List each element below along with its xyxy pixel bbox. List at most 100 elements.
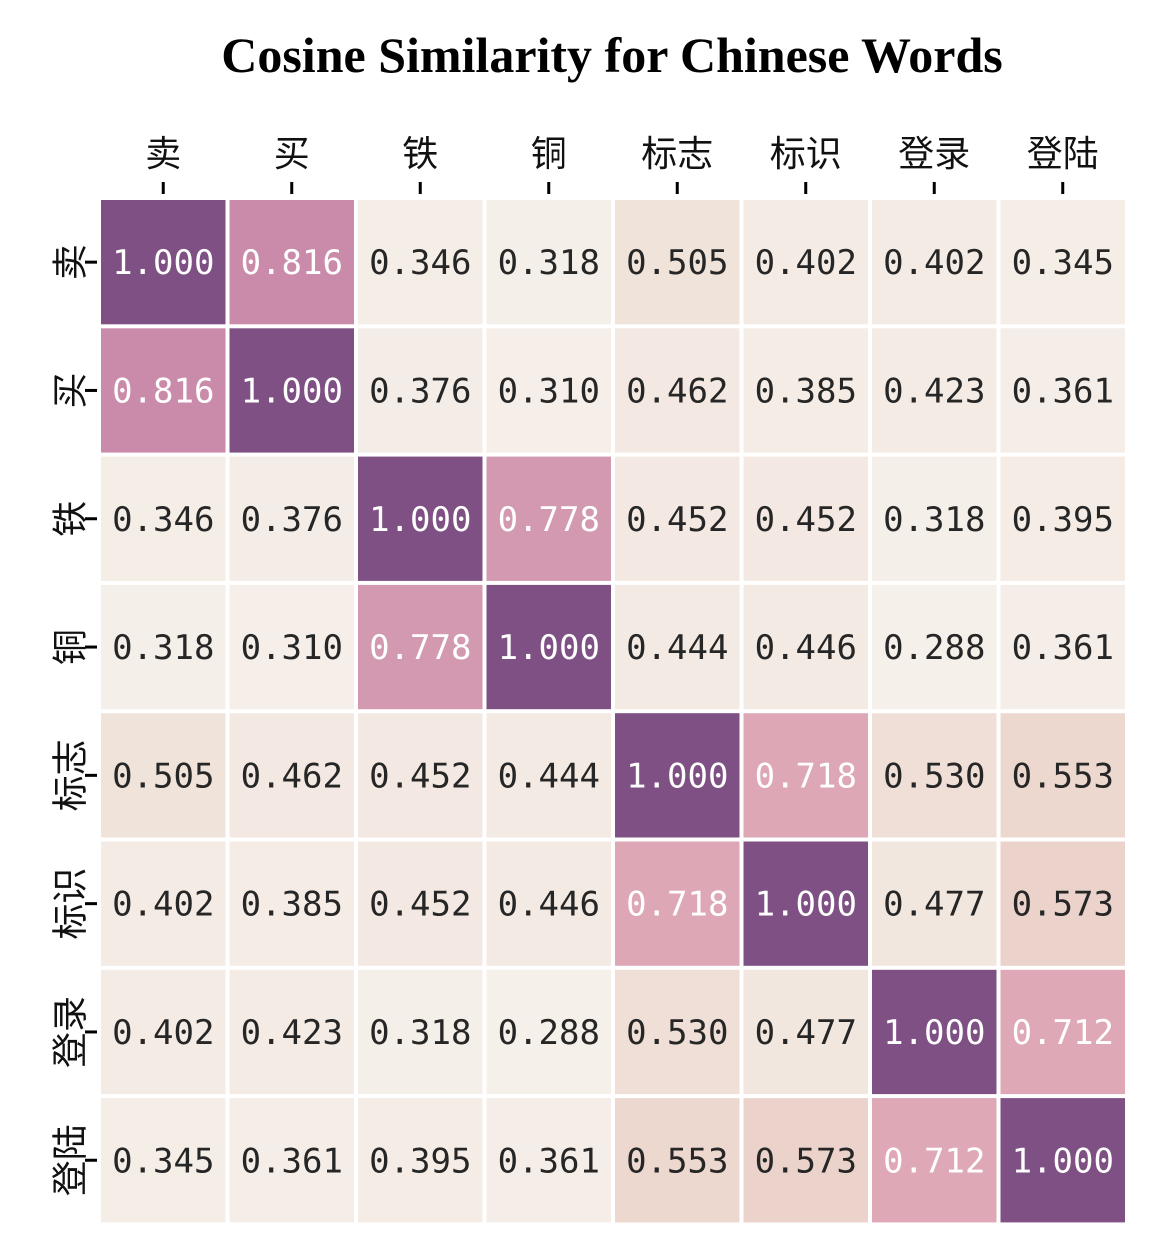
cell-value-label: 0.462 bbox=[626, 371, 728, 411]
cell-value-label: 0.346 bbox=[112, 500, 214, 540]
heatmap-cell bbox=[872, 584, 997, 710]
cell-value-label: 0.530 bbox=[626, 1013, 728, 1053]
y-tick-label: 登录 bbox=[51, 996, 92, 1068]
heatmap-cell bbox=[229, 1098, 354, 1223]
cell-value-label: 1.000 bbox=[755, 885, 857, 925]
cell-value-label: 0.346 bbox=[369, 243, 471, 283]
heatmap-cell bbox=[1000, 456, 1125, 581]
heatmap-cell bbox=[872, 200, 997, 325]
cell-value-label: 0.444 bbox=[626, 628, 728, 668]
heatmap-cell bbox=[743, 1098, 868, 1223]
heatmap-cell bbox=[229, 841, 354, 966]
cell-value-label: 0.385 bbox=[755, 371, 857, 411]
cell-value-label: 0.452 bbox=[369, 885, 471, 925]
cell-value-label: 1.000 bbox=[498, 628, 600, 668]
cell-value-label: 0.376 bbox=[369, 371, 471, 411]
y-tick-label: 铁 bbox=[51, 501, 92, 537]
heatmap-cell bbox=[229, 328, 354, 453]
cell-value-label: 0.477 bbox=[883, 885, 985, 925]
heatmap-cell bbox=[615, 1098, 740, 1223]
heatmap-cell bbox=[229, 969, 354, 1095]
y-tick-label: 登陆 bbox=[51, 1124, 92, 1196]
heatmap-cell bbox=[1000, 328, 1125, 453]
cell-value-label: 0.395 bbox=[369, 1141, 471, 1181]
cell-value-label: 0.361 bbox=[1012, 371, 1114, 411]
heatmap-cell bbox=[743, 969, 868, 1095]
heatmap-cell bbox=[358, 1098, 483, 1223]
cell-value-label: 1.000 bbox=[241, 371, 343, 411]
heatmap-cell bbox=[872, 456, 997, 581]
cell-value-label: 0.477 bbox=[755, 1013, 857, 1053]
y-tick-label: 卖 bbox=[51, 244, 92, 280]
heatmap-cell bbox=[615, 328, 740, 453]
x-tick-label: 登陆 bbox=[1027, 134, 1099, 175]
heatmap-cell bbox=[1000, 1098, 1125, 1223]
cell-value-label: 0.361 bbox=[1012, 628, 1114, 668]
cell-value-label: 0.402 bbox=[755, 243, 857, 283]
cell-value-label: 0.553 bbox=[626, 1141, 728, 1181]
cell-value-label: 0.402 bbox=[112, 885, 214, 925]
cell-value-label: 0.778 bbox=[369, 628, 471, 668]
heatmap-cell bbox=[358, 713, 483, 838]
heatmap-cells: 1.000 0.816 0.346 0.318 0.505 0.402 0.402 0.345… bbox=[101, 200, 1125, 1223]
heatmap-cell bbox=[1000, 713, 1125, 838]
cell-value-label: 0.310 bbox=[241, 628, 343, 668]
cell-value-label: 0.318 bbox=[112, 628, 214, 668]
cell-value-label: 0.816 bbox=[241, 243, 343, 283]
cell-value-label: 0.446 bbox=[755, 628, 857, 668]
cell-value-label: 0.423 bbox=[241, 1013, 343, 1053]
heatmap-cell bbox=[615, 584, 740, 710]
x-axis-ticks: 卖 买 铁 铜 标志 标识 登录 登陆 bbox=[145, 134, 1099, 194]
heatmap-cell bbox=[615, 841, 740, 966]
x-tick-label: 铜 bbox=[531, 134, 567, 175]
heatmap-cell bbox=[486, 456, 611, 581]
heatmap-cell bbox=[229, 200, 354, 325]
cell-value-label: 0.385 bbox=[241, 885, 343, 925]
heatmap-cell bbox=[101, 841, 226, 966]
heatmap-cell bbox=[615, 456, 740, 581]
y-tick-label: 买 bbox=[51, 372, 92, 408]
chart-title: Cosine Similarity for Chinese Words bbox=[221, 27, 1003, 83]
cell-value-label: 0.361 bbox=[241, 1141, 343, 1181]
heatmap-cell bbox=[101, 713, 226, 838]
cell-value-label: 0.318 bbox=[369, 1013, 471, 1053]
heatmap-cell bbox=[872, 713, 997, 838]
heatmap-cell bbox=[486, 969, 611, 1095]
heatmap-cell bbox=[101, 328, 226, 453]
heatmap-cell bbox=[229, 713, 354, 838]
heatmap-cell bbox=[486, 328, 611, 453]
heatmap-cell bbox=[358, 456, 483, 581]
cell-value-label: 0.718 bbox=[626, 885, 728, 925]
heatmap-cell bbox=[1000, 200, 1125, 325]
heatmap-cell bbox=[101, 1098, 226, 1223]
cell-value-label: 0.505 bbox=[112, 756, 214, 796]
cell-value-label: 1.000 bbox=[369, 500, 471, 540]
cell-value-label: 1.000 bbox=[1012, 1141, 1114, 1181]
heatmap-cell bbox=[1000, 584, 1125, 710]
cell-value-label: 0.712 bbox=[883, 1141, 985, 1181]
heatmap-cell bbox=[872, 969, 997, 1095]
cell-value-label: 0.816 bbox=[112, 371, 214, 411]
cell-value-label: 0.402 bbox=[883, 243, 985, 283]
heatmap-cell bbox=[872, 328, 997, 453]
cell-value-label: 0.318 bbox=[883, 500, 985, 540]
heatmap-cell bbox=[486, 200, 611, 325]
heatmap-cell bbox=[101, 584, 226, 710]
heatmap-cell bbox=[101, 456, 226, 581]
x-tick-label: 标志 bbox=[641, 134, 713, 175]
cell-value-label: 0.778 bbox=[498, 500, 600, 540]
heatmap-cell bbox=[486, 1098, 611, 1223]
cell-value-label: 0.395 bbox=[1012, 500, 1114, 540]
cell-value-label: 0.423 bbox=[883, 371, 985, 411]
cell-value-label: 0.288 bbox=[498, 1013, 600, 1053]
cell-value-label: 0.452 bbox=[369, 756, 471, 796]
heatmap-cell bbox=[358, 841, 483, 966]
heatmap-cell bbox=[615, 200, 740, 325]
heatmap-cell bbox=[615, 713, 740, 838]
heatmap-cell bbox=[486, 584, 611, 710]
cell-value-label: 0.402 bbox=[112, 1013, 214, 1053]
heatmap-cell bbox=[743, 200, 868, 325]
